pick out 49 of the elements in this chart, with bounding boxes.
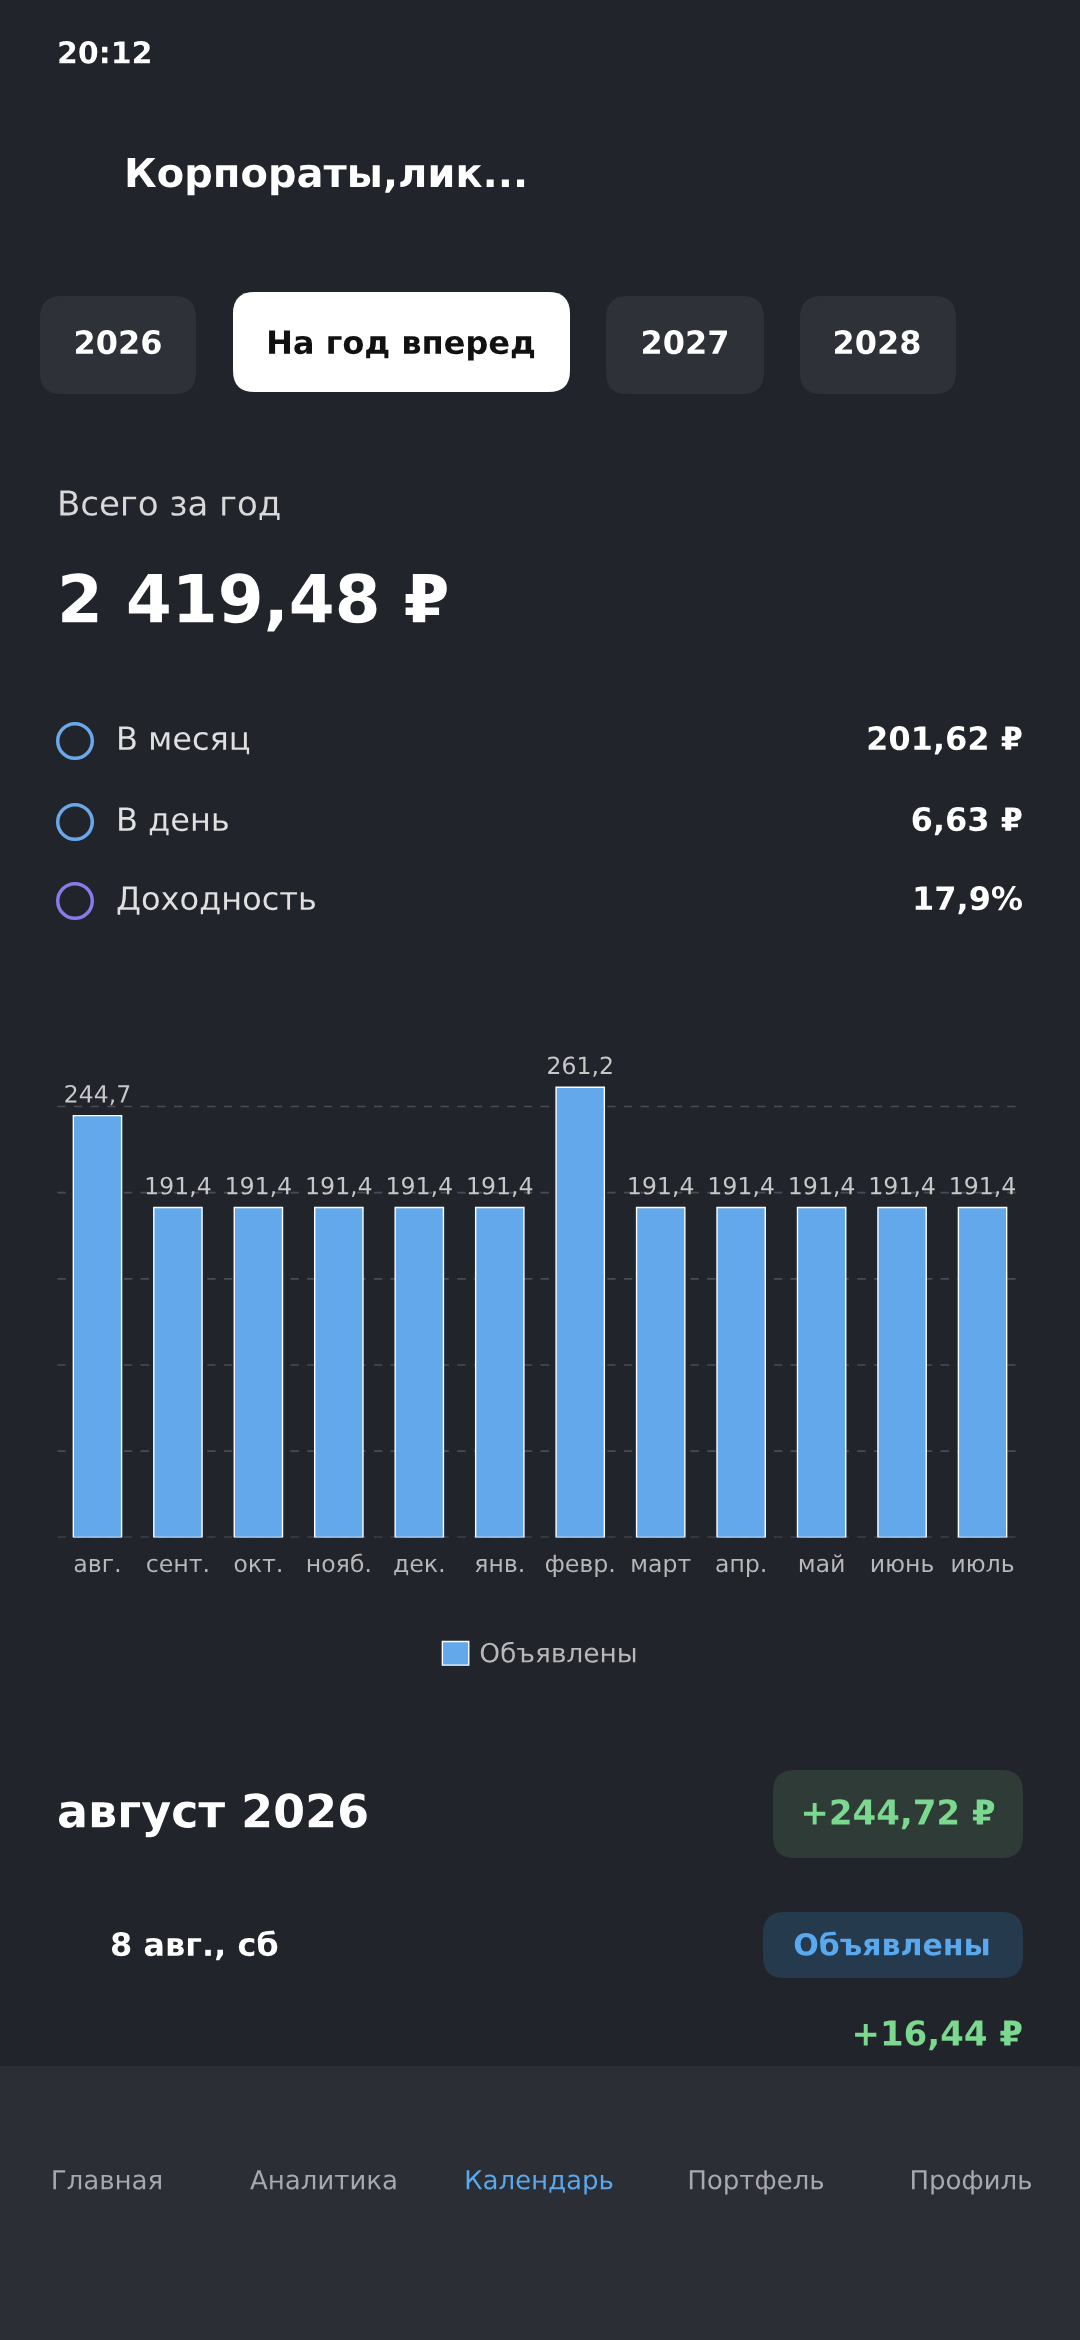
text: 6,63 ₽ xyxy=(912,807,1022,836)
data-label: 191,4 xyxy=(468,1176,533,1198)
x-tick-label: сент. xyxy=(147,1558,208,1573)
data-label: 261,2 xyxy=(548,1056,612,1077)
data-label: 191,4 xyxy=(629,1176,694,1198)
text: Календарь xyxy=(466,2170,613,2195)
text: +16,44 ₽ xyxy=(855,2020,1022,2051)
text: Портфель xyxy=(689,2170,824,2195)
x-tick-label: июль xyxy=(952,1558,1014,1573)
data-label: 191,4 xyxy=(388,1176,452,1198)
legend-label: Объявлены xyxy=(480,1641,636,1663)
x-tick-label: май xyxy=(799,1554,844,1573)
x-tick-label: авг. xyxy=(74,1558,120,1573)
x-tick-label: дек. xyxy=(394,1558,444,1576)
x-tick-label: март xyxy=(632,1558,691,1577)
x-tick-label: февр. xyxy=(545,1554,614,1577)
text: В день xyxy=(119,807,228,836)
text: 2026 xyxy=(76,330,161,355)
text: 2027 xyxy=(643,330,727,355)
data-label: 191,4 xyxy=(870,1176,935,1198)
text: Корпораты,лик... xyxy=(127,157,525,196)
text: Доходность xyxy=(117,886,315,915)
text: 8 авг., сб xyxy=(111,1930,278,1961)
chart-title: Всего за год xyxy=(60,490,280,521)
x-tick-label: июнь xyxy=(871,1558,933,1573)
data-label: 191,4 xyxy=(790,1176,855,1198)
text: август 2026 xyxy=(58,1793,367,1838)
text: На год вперед xyxy=(269,330,535,361)
text: Аналитика xyxy=(250,2170,396,2190)
x-tick-label: нояб. xyxy=(307,1553,370,1573)
data-label: 191,4 xyxy=(227,1176,291,1198)
data-label: 244,7 xyxy=(65,1084,130,1106)
data-label: 191,4 xyxy=(307,1176,372,1198)
text: 2028 xyxy=(835,330,920,355)
text: Объявлены xyxy=(794,1931,989,1956)
text: 20:12 xyxy=(59,41,150,64)
x-tick-label: окт. xyxy=(234,1558,281,1573)
chart-subtitle: 2 419,48 ₽ xyxy=(62,573,447,632)
data-label: 191,4 xyxy=(146,1176,211,1198)
text: В месяц xyxy=(119,726,250,755)
data-label: 191,4 xyxy=(709,1176,774,1198)
data-label: 191,4 xyxy=(951,1176,1015,1198)
text: +244,72 ₽ xyxy=(804,1799,995,1830)
text: Главная xyxy=(53,2170,161,2190)
x-tick-label: янв. xyxy=(475,1559,523,1572)
text: 201,62 ₽ xyxy=(868,726,1022,755)
text: 17,9% xyxy=(915,886,1022,915)
text: Профиль xyxy=(912,2170,1031,2195)
x-tick-label: апр. xyxy=(716,1558,765,1577)
